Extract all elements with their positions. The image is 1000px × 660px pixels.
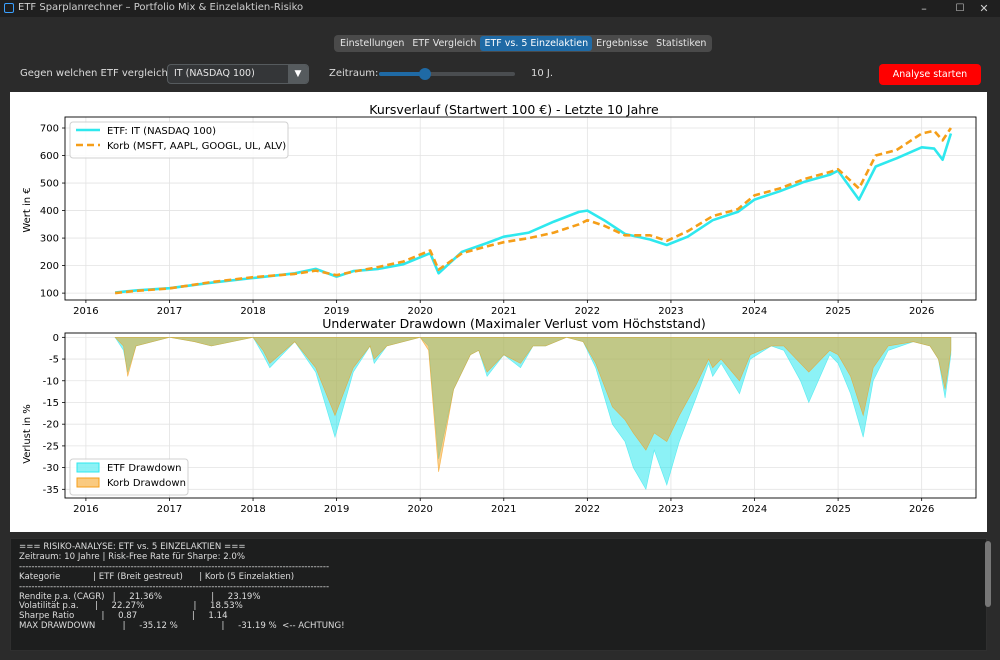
price-chart: Kursverlauf (Startwert 100 €) - Letzte 1… [22, 102, 977, 317]
x-tick-label: 2019 [324, 306, 349, 317]
report-line: MAX DRAWDOWN | -35.12 % | -31.19 % <-- A… [19, 621, 345, 632]
period-slider-handle[interactable] [419, 68, 432, 80]
etf-select[interactable]: IT (NASDAQ 100) ▼ [167, 64, 309, 84]
report-output[interactable]: === RISIKO-ANALYSE: ETF vs. 5 EINZELAKTI… [10, 538, 987, 651]
chart-panel: Kursverlauf (Startwert 100 €) - Letzte 1… [10, 92, 987, 532]
y-axis-label: Wert in € [22, 187, 33, 232]
chart-title: Kursverlauf (Startwert 100 €) - Letzte 1… [369, 102, 659, 117]
legend-swatch [76, 462, 100, 473]
y-tick-label: 500 [40, 179, 59, 190]
period-slider-track[interactable] [379, 72, 515, 76]
x-tick-label: 2023 [658, 504, 683, 515]
x-tick-label: 2017 [157, 306, 182, 317]
minimize-icon[interactable]: – [921, 2, 927, 15]
x-tick-label: 2021 [491, 306, 516, 317]
report-line: ----------------------------------------… [19, 581, 330, 592]
plot-frame [64, 116, 977, 301]
y-tick-label: 700 [40, 124, 59, 135]
legend-label: ETF Drawdown [107, 463, 181, 474]
y-tick-label: -30 [43, 463, 59, 474]
period-value: 10 J. [531, 68, 554, 79]
y-tick-label: -10 [43, 376, 59, 387]
y-tick-label: -15 [43, 398, 59, 409]
x-tick-label: 2020 [407, 504, 432, 515]
period-slider-fill [379, 72, 426, 76]
compare-label: Gegen welchen ETF vergleichen? [20, 68, 186, 79]
period-label: Zeitraum: [329, 68, 379, 79]
x-tick-label: 2026 [909, 306, 934, 317]
charts-svg: Kursverlauf (Startwert 100 €) - Letzte 1… [22, 102, 977, 515]
legend-label: ETF: IT (NASDAQ 100) [107, 126, 216, 137]
legend-box [69, 121, 289, 159]
title-bar: ETF Sparplanrechner – Portfolio Mix & Ei… [0, 0, 1000, 17]
x-tick-label: 2023 [658, 306, 683, 317]
x-tick-label: 2018 [240, 306, 265, 317]
chevron-down-icon[interactable]: ▼ [288, 65, 308, 83]
maximize-icon[interactable]: ☐ [955, 3, 965, 14]
legend-label: Korb Drawdown [107, 478, 186, 489]
report-text: === RISIKO-ANALYSE: ETF vs. 5 EINZELAKTI… [19, 542, 345, 632]
x-tick-label: 2016 [73, 504, 98, 515]
series-area [114, 336, 952, 472]
tab-bar: Einstellungen ETF Vergleich ETF vs. 5 Ei… [334, 35, 713, 52]
report-line: === RISIKO-ANALYSE: ETF vs. 5 EINZELAKTI… [19, 542, 246, 552]
tab-etf-vs-einzelaktien[interactable]: ETF vs. 5 Einzelaktien [480, 36, 593, 51]
y-tick-label: -20 [43, 420, 59, 431]
series-area [114, 336, 952, 491]
x-tick-label: 2024 [742, 306, 767, 317]
window-title: ETF Sparplanrechner – Portfolio Mix & Ei… [18, 2, 304, 13]
y-tick-label: -5 [49, 355, 59, 366]
report-line: Rendite p.a. (CAGR) | 21.36% | 23.19% [19, 591, 261, 602]
report-line: Kategorie | ETF (Breit gestreut) | Korb … [19, 571, 295, 582]
tab-statistiken[interactable]: Statistiken [656, 38, 707, 49]
x-tick-label: 2019 [324, 504, 349, 515]
y-tick-label: -25 [43, 441, 59, 452]
etf-select-value: IT (NASDAQ 100) [174, 68, 255, 79]
legend-swatch [76, 477, 100, 488]
report-line: Sharpe Ratio | 0.87 | 1.14 [19, 611, 228, 622]
x-tick-label: 2018 [240, 504, 265, 515]
x-tick-label: 2024 [742, 504, 767, 515]
app-icon [4, 3, 14, 13]
tab-einstellungen[interactable]: Einstellungen [340, 38, 405, 49]
x-tick-label: 2021 [491, 504, 516, 515]
y-tick-label: 300 [40, 234, 59, 245]
analyse-start-button[interactable]: Analyse starten [879, 64, 981, 85]
report-line: ----------------------------------------… [19, 561, 330, 572]
series-line [114, 127, 952, 295]
y-tick-label: 400 [40, 206, 59, 217]
x-tick-label: 2025 [825, 306, 850, 317]
plot-frame [64, 332, 977, 499]
x-tick-label: 2026 [909, 504, 934, 515]
y-axis-label: Verlust in % [22, 404, 33, 464]
x-tick-label: 2020 [407, 306, 432, 317]
close-icon[interactable]: ✕ [979, 2, 989, 15]
y-tick-label: 0 [53, 333, 59, 344]
x-tick-label: 2017 [157, 504, 182, 515]
y-tick-label: 200 [40, 261, 59, 272]
y-tick-label: -35 [43, 485, 59, 496]
report-line: Volatilität p.a. | 22.27% | 18.53% [19, 601, 243, 612]
report-line: Zeitraum: 10 Jahre | Risk-Free Rate für … [19, 551, 246, 562]
x-tick-label: 2016 [73, 306, 98, 317]
x-tick-label: 2022 [575, 306, 600, 317]
tab-ergebnisse[interactable]: Ergebnisse [596, 38, 649, 49]
y-tick-label: 100 [40, 289, 59, 300]
x-tick-label: 2022 [575, 504, 600, 515]
legend-label: Korb (MSFT, AAPL, GOOGL, UL, ALV) [107, 141, 286, 152]
chart-title: Underwater Drawdown (Maximaler Verlust v… [322, 316, 706, 331]
y-tick-label: 600 [40, 151, 59, 162]
tab-etf-vergleich[interactable]: ETF Vergleich [412, 38, 477, 49]
x-tick-label: 2025 [825, 504, 850, 515]
drawdown-chart: Underwater Drawdown (Maximaler Verlust v… [22, 316, 977, 515]
report-scrollbar[interactable] [985, 541, 991, 607]
